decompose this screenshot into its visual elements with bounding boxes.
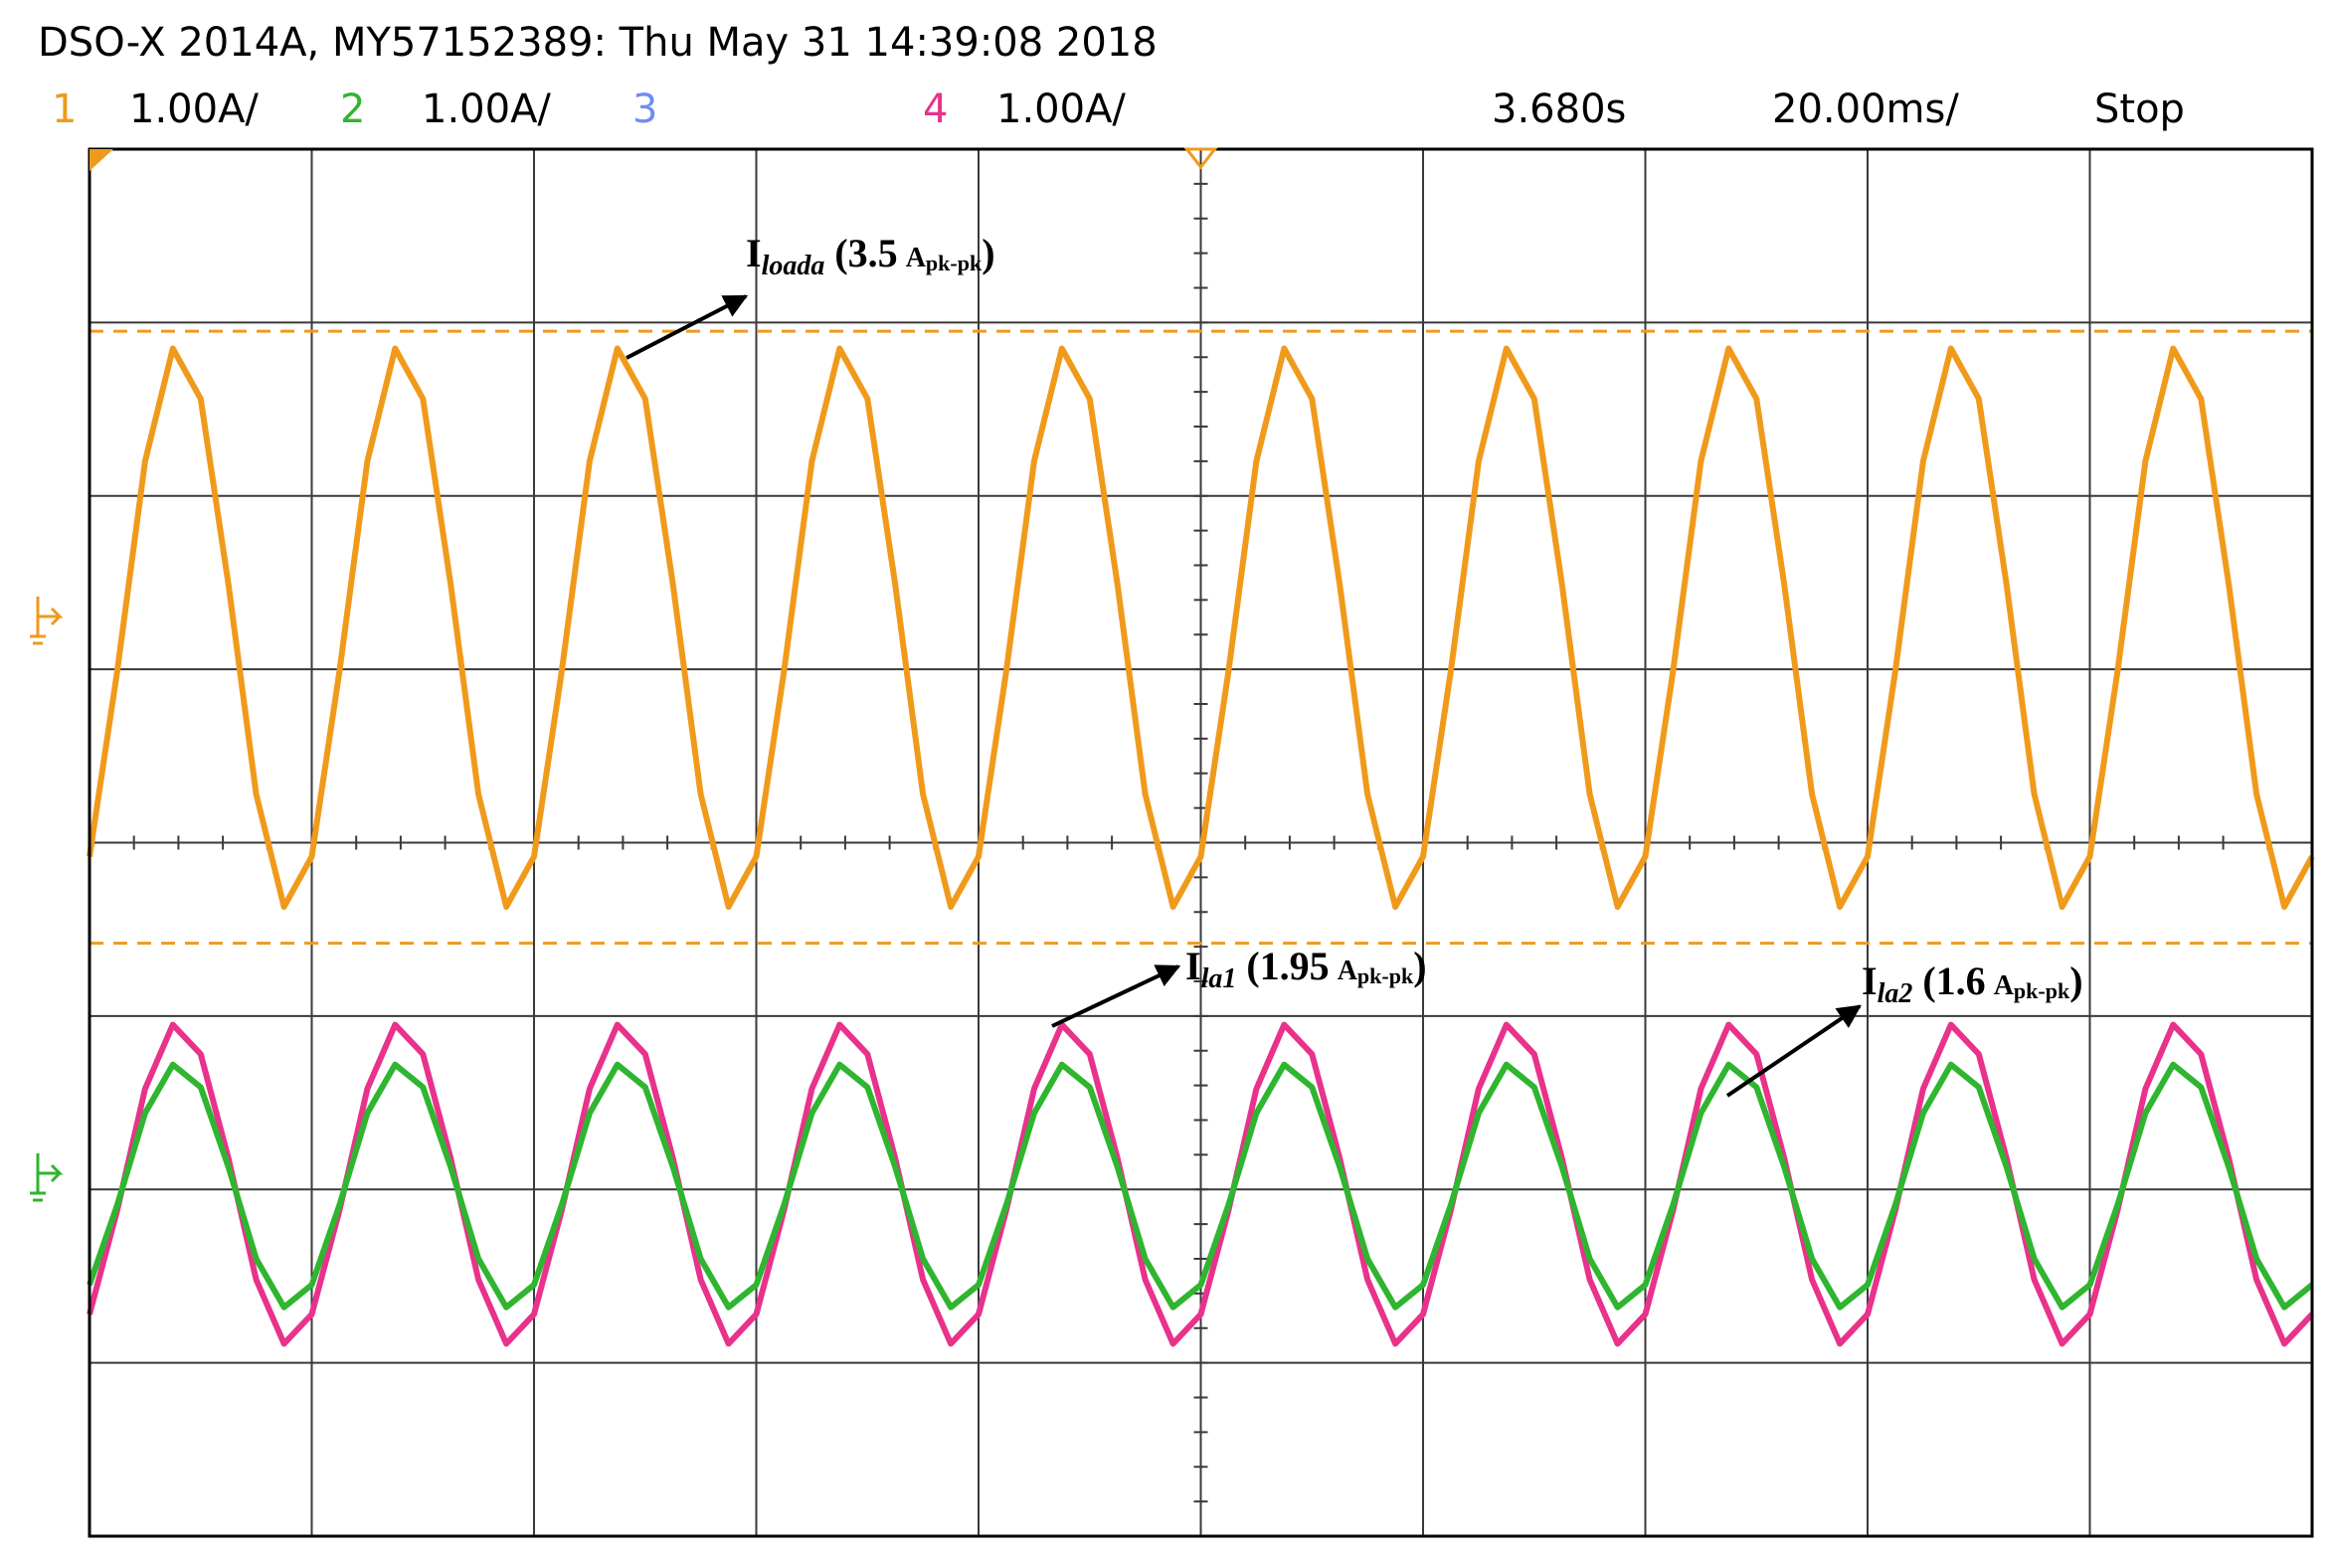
time-position: 3.680s [1492,87,1626,132]
subscript: loada [762,251,825,281]
time-scale: 20.00ms/ [1772,87,1959,132]
header-title: DSO-X 2014A, MY57152389: Thu May 31 14:3… [38,20,1158,66]
unit: A [906,243,927,273]
ground-marker [30,1153,64,1202]
waveform [87,1061,2314,1310]
annotation: Iloada (3.5 Apk-pk) [746,231,995,281]
waveform [87,345,2315,910]
subscript: la1 [1201,963,1237,994]
unit: A [1994,970,2015,1001]
channel-number: 2 [340,87,365,132]
unit-subscript: pk-pk [2014,978,2070,1003]
channel-number: 4 [923,87,948,132]
trigger-marker [1183,147,1218,170]
unit-subscript: pk-pk [1357,963,1414,988]
channel-number: 1 [52,87,77,132]
unit-subscript: pk-pk [926,251,983,275]
annotation-arrow [626,294,749,360]
ground-marker [30,597,64,645]
channel-number: 3 [632,87,657,132]
channel-scale: 1.00A/ [422,87,551,132]
subscript: la2 [1878,978,1913,1009]
run-status: Stop [2094,87,2185,132]
annotation: Ila2 (1.6 Apk-pk) [1862,958,2083,1009]
unit: A [1338,956,1358,986]
channel-scale: 1.00A/ [996,87,1126,132]
annotation-arrow [1725,1004,1862,1098]
close: ) [1413,944,1426,988]
symbol: I [746,231,762,275]
symbol: I [1185,944,1201,988]
trigger-marker [90,149,113,171]
annotation-arrow [1051,964,1181,1028]
value: (1.6 [1922,958,1985,1003]
annotations: Iloada (3.5 Apk-pk) Ila1 (1.95 Apk-pk) Ila2 (… [746,231,2083,1009]
channel-scale: 1.00A/ [129,87,259,132]
plot [30,147,2315,1538]
annotation: Ila1 (1.95 Apk-pk) [1185,944,1427,994]
value: (1.95 [1246,944,1329,988]
value: (3.5 [834,231,897,275]
symbol: I [1862,958,1878,1003]
close: ) [982,231,994,275]
close: ) [2069,958,2082,1003]
